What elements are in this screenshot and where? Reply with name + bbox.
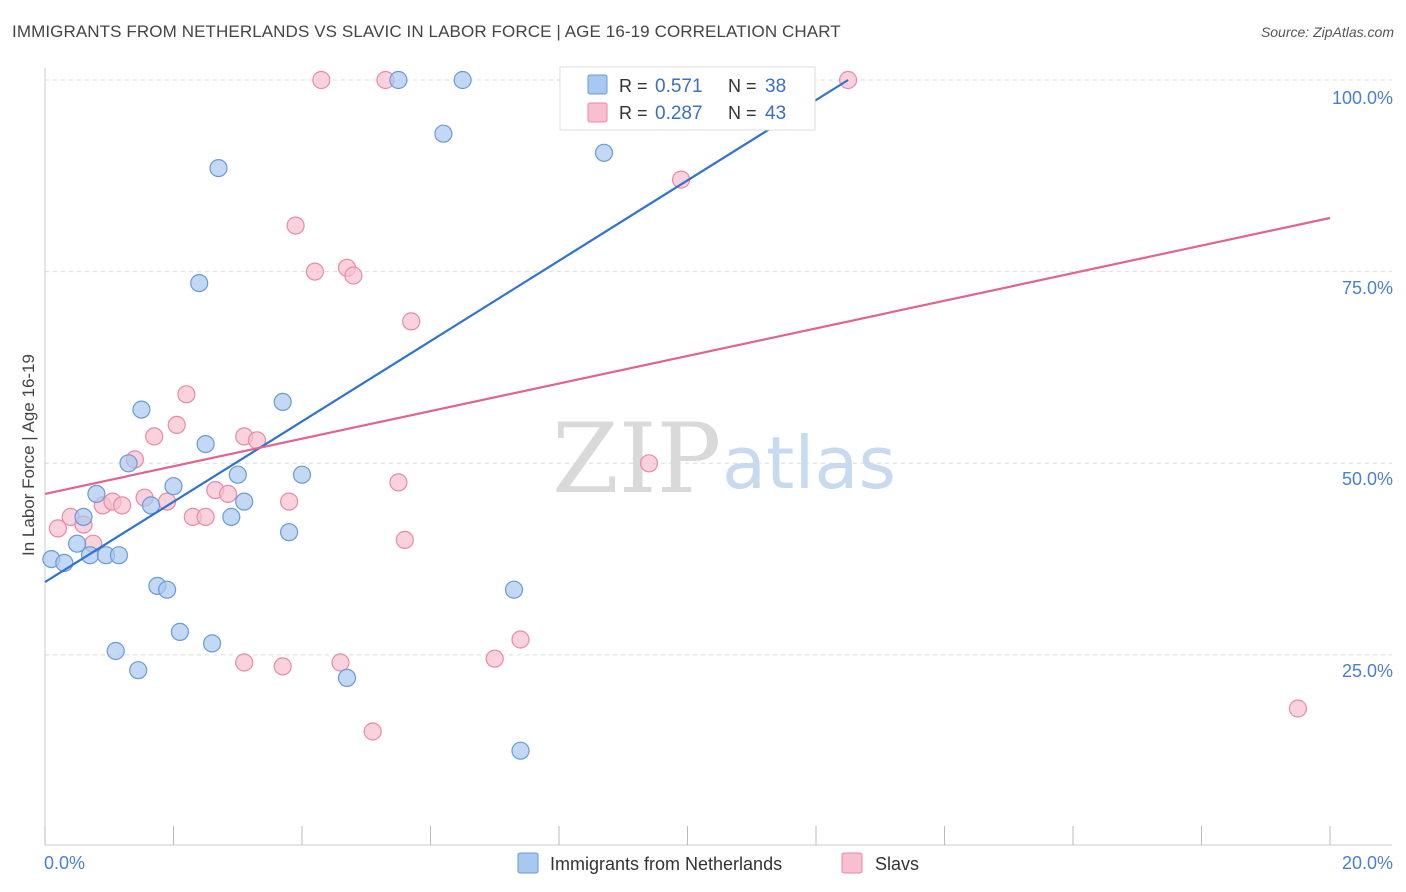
point-slavs-33 [485, 649, 504, 668]
trendline-netherlands [44, 79, 849, 584]
point-netherlands-22 [228, 465, 247, 484]
point-netherlands-27 [337, 668, 357, 688]
point-slavs-14 [196, 507, 215, 527]
point-netherlands-21 [222, 507, 241, 527]
point-slavs-0 [48, 519, 68, 538]
point-netherlands-31 [504, 580, 524, 599]
point-slavs-12 [177, 385, 196, 404]
point-slavs-16 [219, 484, 238, 503]
point-slavs-11 [167, 415, 186, 434]
point-slavs-6 [112, 496, 132, 515]
axes-layer [44, 68, 1392, 846]
legend-r-label-pink: R = [619, 103, 648, 123]
point-netherlands-32 [511, 741, 530, 760]
legend-n-label-pink: N = [728, 103, 757, 123]
point-netherlands-7 [106, 641, 125, 661]
legend-r-value-pink: 0.287 [655, 103, 703, 124]
point-netherlands-24 [273, 392, 292, 411]
series-swatch-slavs [841, 852, 863, 874]
point-netherlands-2 [67, 534, 87, 553]
series-legend: Immigrants from Netherlands Slavs [517, 852, 919, 874]
point-slavs-23 [305, 262, 324, 281]
chart-title: IMMIGRANTS FROM NETHERLANDS VS SLAVIC IN… [12, 22, 841, 41]
point-netherlands-14 [158, 580, 177, 599]
legend-swatch-blue [587, 74, 608, 95]
labels-layer: In Labor Force | Age 16-19 0.0% 20.0% 25… [19, 88, 1393, 873]
point-slavs-21 [280, 492, 299, 511]
y-axis-title: In Labor Force | Age 16-19 [19, 354, 38, 556]
point-netherlands-23 [235, 492, 254, 511]
point-netherlands-15 [164, 477, 183, 496]
point-slavs-32 [402, 312, 421, 331]
point-slavs-28 [363, 722, 382, 741]
point-slavs-17 [235, 653, 254, 672]
point-netherlands-26 [292, 465, 312, 484]
x-tick-label-min: 0.0% [44, 853, 85, 873]
point-slavs-34 [511, 630, 530, 649]
trend-layer [44, 79, 1331, 584]
watermark-zip: ZIP [552, 403, 721, 515]
legend-r-label-blue: R = [619, 76, 648, 96]
watermark: ZIP atlas [552, 403, 896, 515]
points-layer [42, 70, 1308, 760]
point-slavs-39 [1288, 699, 1308, 718]
point-netherlands-29 [434, 124, 453, 143]
point-netherlands-28 [389, 70, 408, 90]
series-label-netherlands: Immigrants from Netherlands [550, 854, 782, 874]
legend-n-value-blue: 38 [765, 76, 786, 97]
y-tick-label-100: 100.0% [1332, 88, 1393, 108]
grid-layer [45, 79, 1392, 656]
legend-r-value-blue: 0.571 [655, 76, 703, 97]
y-tick-label-25: 25.0% [1342, 661, 1393, 681]
point-slavs-31 [395, 530, 414, 550]
series-swatch-netherlands [517, 852, 539, 874]
point-slavs-30 [389, 473, 408, 492]
point-netherlands-19 [203, 634, 222, 653]
source-label: Source: ZipAtlas.com [1260, 24, 1394, 40]
point-slavs-24 [312, 70, 331, 90]
point-netherlands-9 [119, 454, 138, 473]
point-netherlands-12 [141, 496, 161, 515]
point-netherlands-11 [132, 400, 151, 419]
point-netherlands-8 [109, 546, 129, 565]
point-netherlands-25 [280, 523, 299, 542]
point-netherlands-20 [209, 159, 228, 178]
legend-swatch-pink [587, 102, 608, 123]
correlation-legend: R = 0.571 N = 38 R = 0.287 N = 43 [559, 66, 816, 131]
point-slavs-20 [273, 657, 292, 676]
series-label-slavs: Slavs [875, 854, 919, 874]
y-tick-label-50: 50.0% [1342, 469, 1393, 489]
x-tick-label-max: 20.0% [1342, 853, 1393, 873]
trendline-slavs [44, 216, 1331, 495]
point-slavs-9 [145, 427, 164, 446]
point-netherlands-33 [594, 143, 614, 162]
point-netherlands-17 [190, 274, 209, 293]
point-slavs-25 [331, 653, 350, 672]
point-netherlands-3 [74, 507, 93, 527]
legend-n-value-pink: 43 [765, 103, 786, 124]
legend-n-label-blue: N = [728, 76, 757, 96]
y-tick-label-75: 75.0% [1342, 278, 1393, 298]
point-netherlands-30 [453, 70, 472, 90]
point-netherlands-16 [170, 622, 189, 642]
point-netherlands-18 [196, 435, 215, 454]
watermark-atlas: atlas [722, 421, 896, 505]
point-slavs-22 [286, 216, 305, 235]
point-slavs-35 [639, 454, 659, 473]
point-netherlands-5 [87, 484, 106, 503]
point-slavs-27 [344, 266, 363, 285]
point-netherlands-10 [129, 661, 148, 680]
